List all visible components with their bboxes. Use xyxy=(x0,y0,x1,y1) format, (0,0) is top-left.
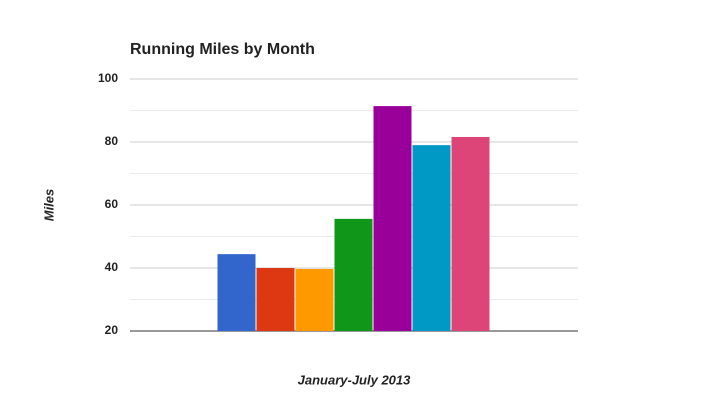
y-tick-label: 100 xyxy=(98,71,118,85)
bar xyxy=(451,136,490,331)
bar xyxy=(217,254,256,331)
bar xyxy=(334,218,373,331)
y-axis-title: Miles xyxy=(41,189,56,222)
bar xyxy=(295,268,334,331)
bar xyxy=(373,106,412,331)
y-tick-label: 20 xyxy=(105,323,119,337)
x-axis-title: January-July 2013 xyxy=(298,372,412,387)
y-tick-label: 80 xyxy=(105,134,119,148)
chart-title: Running Miles by Month xyxy=(130,41,315,58)
bar xyxy=(412,145,451,331)
y-tick-label: 40 xyxy=(105,260,119,274)
y-tick-label: 60 xyxy=(105,197,119,211)
bar xyxy=(256,268,295,331)
